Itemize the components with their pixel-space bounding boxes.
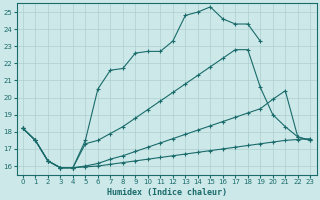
X-axis label: Humidex (Indice chaleur): Humidex (Indice chaleur): [107, 188, 227, 197]
